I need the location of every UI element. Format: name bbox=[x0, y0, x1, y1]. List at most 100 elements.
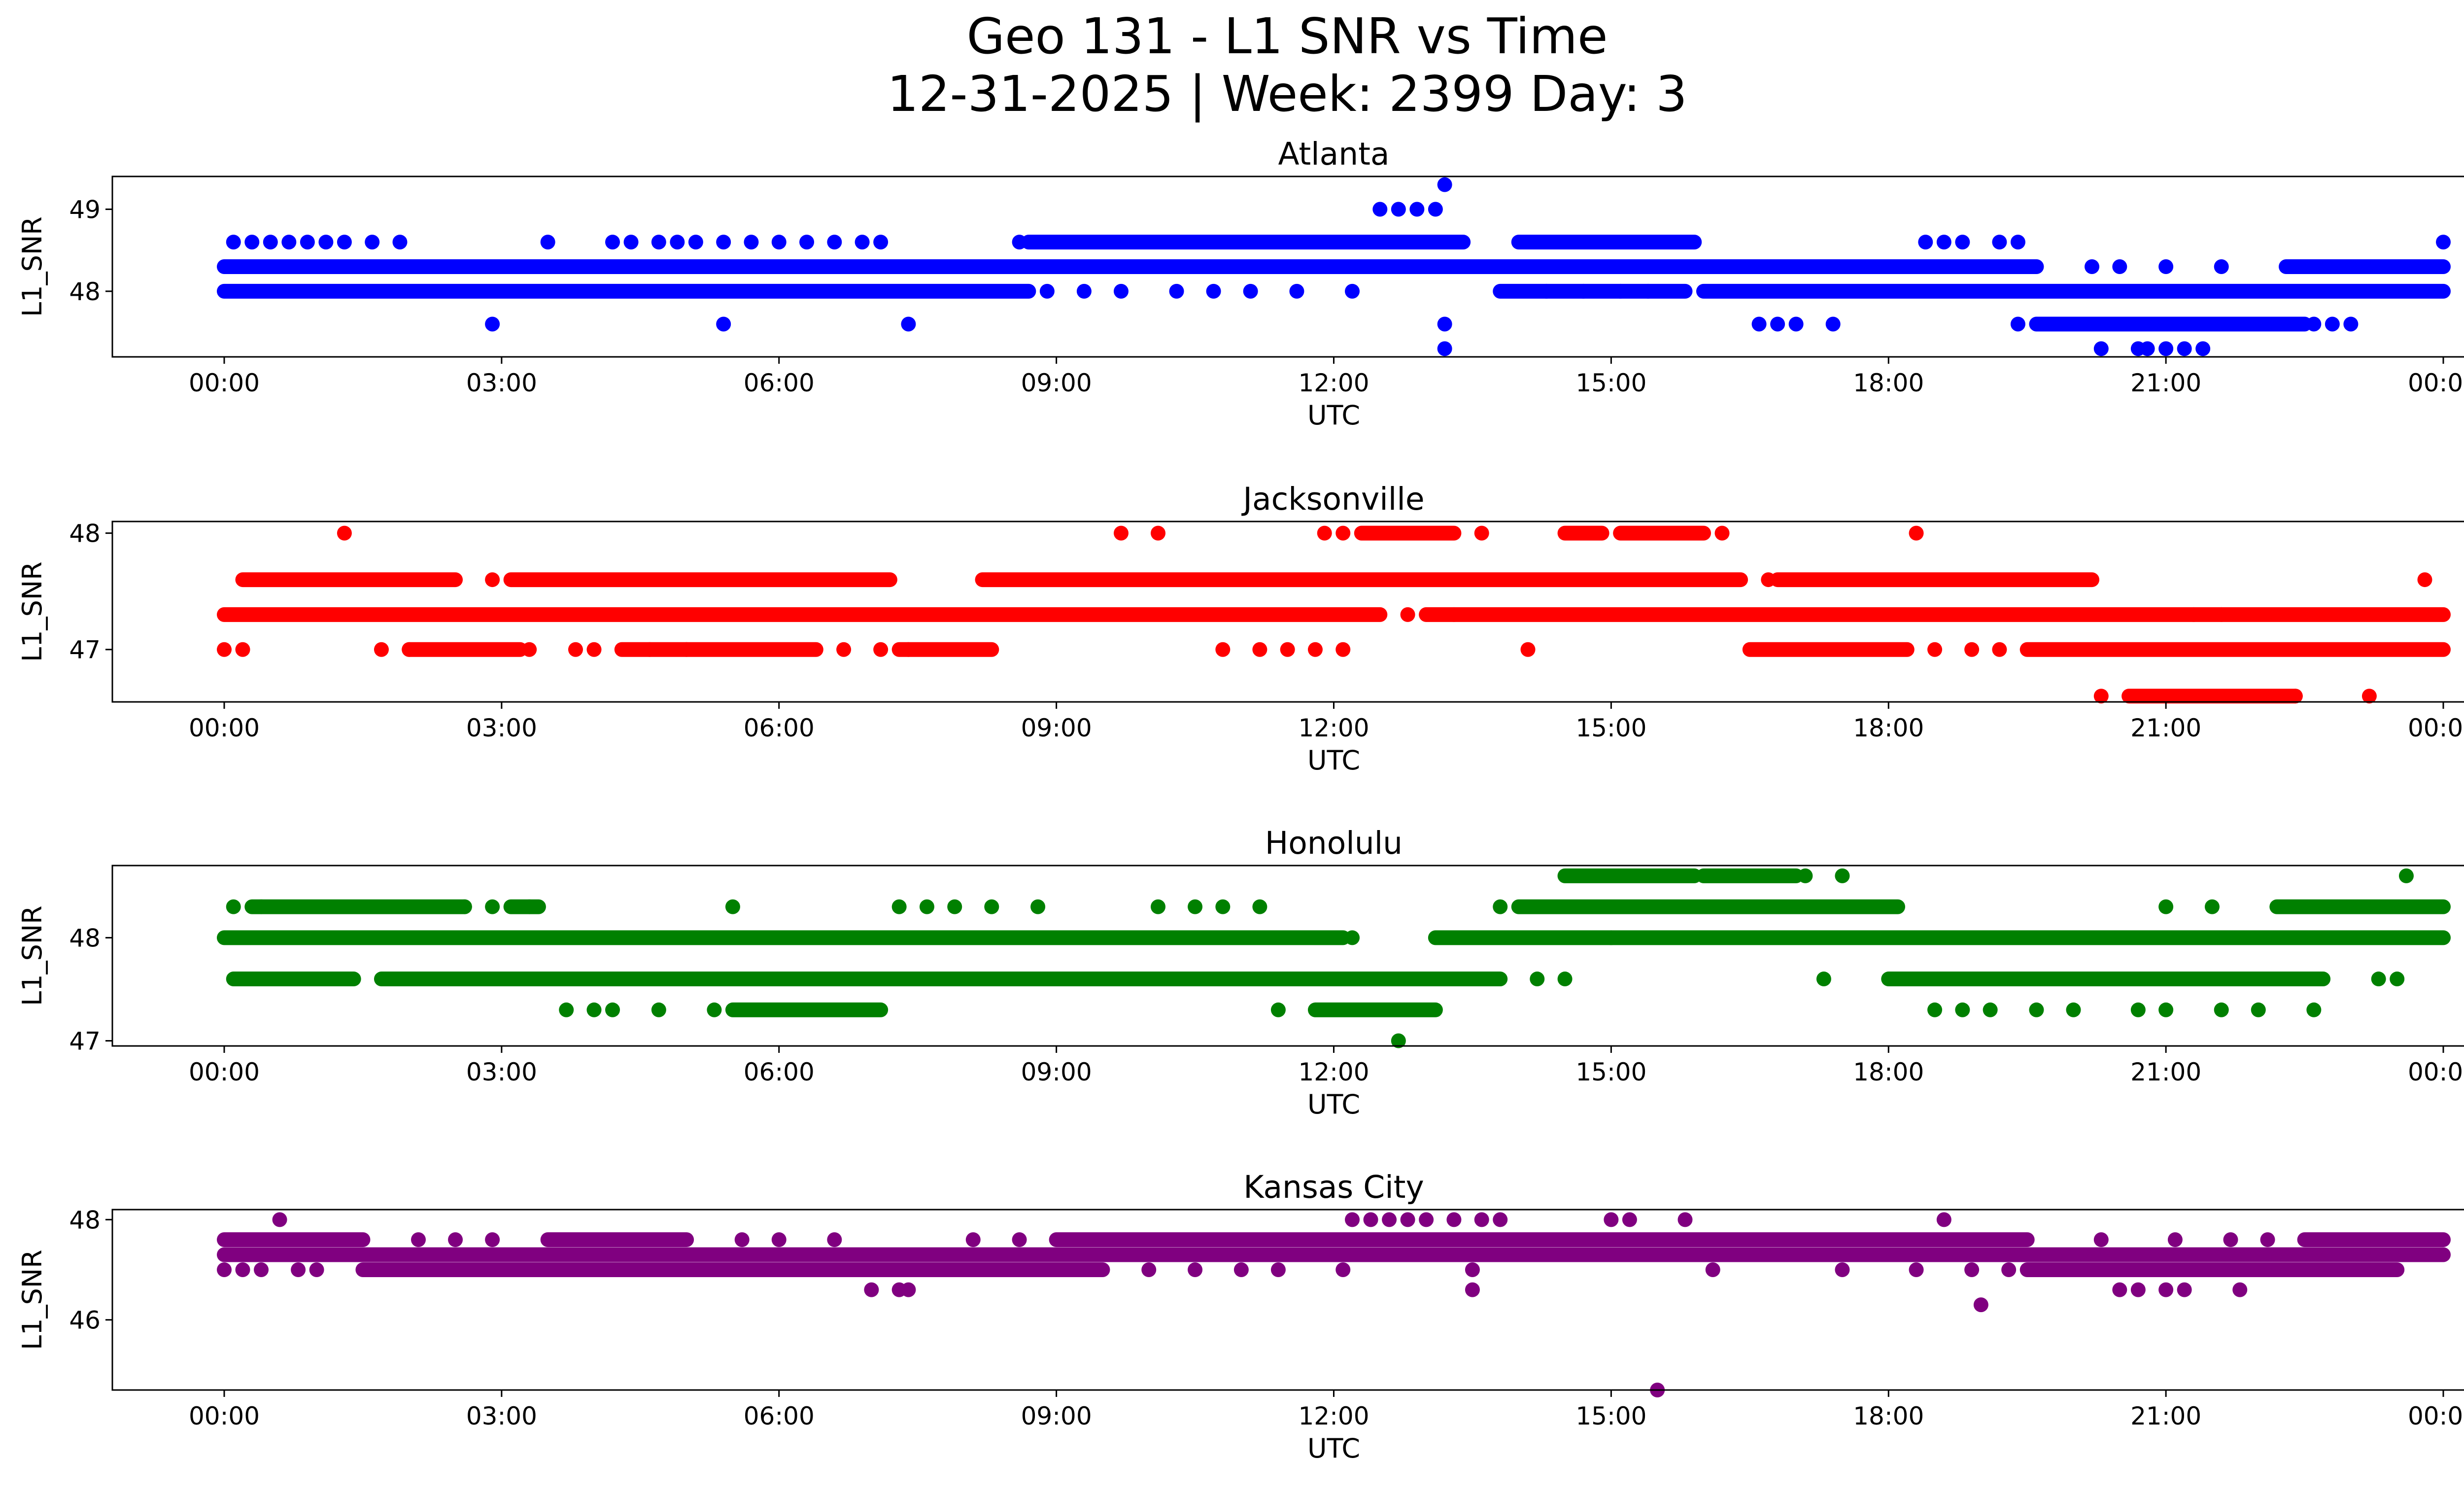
scatter-point bbox=[1493, 899, 1508, 914]
scatter-point bbox=[485, 1232, 500, 1247]
scatter-point bbox=[1280, 642, 1295, 657]
x-tick-label: 00:00 bbox=[2408, 714, 2464, 742]
x-tick-label: 00:00 bbox=[2408, 1058, 2464, 1086]
scatter-point bbox=[771, 235, 787, 250]
scatter-point bbox=[771, 1232, 787, 1247]
scatter-point bbox=[688, 235, 703, 250]
x-axis-label: UTC bbox=[1307, 1089, 1360, 1120]
y-axis-label: L1_SNR bbox=[17, 1250, 48, 1350]
scatter-point bbox=[217, 1262, 232, 1277]
scatter-point bbox=[1446, 607, 1462, 622]
scatter-point bbox=[402, 642, 417, 657]
scatter-point bbox=[1188, 899, 1203, 914]
scatter-point bbox=[1761, 572, 1776, 588]
scatter-point bbox=[1206, 283, 1221, 299]
scatter-point bbox=[328, 972, 343, 987]
scatter-point bbox=[1270, 1262, 1286, 1277]
scatter-point bbox=[1076, 283, 1092, 299]
scatter-point bbox=[2112, 1282, 2127, 1297]
scatter-point bbox=[485, 572, 500, 588]
scatter-point bbox=[586, 642, 602, 657]
scatter-point bbox=[2214, 259, 2229, 274]
x-tick-label: 06:00 bbox=[744, 369, 815, 397]
scatter-point bbox=[1604, 930, 1619, 945]
scatter-point bbox=[1677, 1212, 1693, 1227]
scatter-point bbox=[281, 972, 297, 987]
scatter-point bbox=[1474, 525, 1489, 541]
scatter-point bbox=[1641, 283, 1656, 299]
subplots: Atlanta 00:00 03:00 06:00 09:00 12:00 15:00 18:… bbox=[17, 136, 2464, 1464]
scatter-point bbox=[2158, 1282, 2174, 1297]
scatter-point bbox=[1983, 1002, 1998, 1017]
scatter-point bbox=[2214, 607, 2229, 622]
scatter-point bbox=[1345, 1212, 1360, 1227]
scatter-point bbox=[1955, 235, 1970, 250]
scatter-point bbox=[1233, 1262, 1249, 1277]
x-tick-label: 03:00 bbox=[466, 369, 537, 397]
subplot-title: Jacksonville bbox=[1241, 481, 1424, 517]
y-tick-label: 48 bbox=[69, 278, 101, 306]
scatter-point bbox=[1252, 899, 1267, 914]
scatter-point bbox=[836, 642, 852, 657]
x-tick-label: 00:00 bbox=[189, 1402, 260, 1430]
scatter-point bbox=[1437, 177, 1452, 192]
scatter-point bbox=[337, 235, 352, 250]
scatter-point bbox=[522, 899, 537, 914]
x-tick-label: 03:00 bbox=[466, 714, 537, 742]
scatter-point bbox=[2001, 1262, 2017, 1277]
scatter-point bbox=[2112, 259, 2127, 274]
x-tick-label: 03:00 bbox=[466, 1058, 537, 1086]
scatter-point bbox=[716, 316, 731, 332]
scatter-point bbox=[568, 642, 583, 657]
scatter-point bbox=[2029, 1002, 2044, 1017]
scatter-point bbox=[651, 235, 666, 250]
scatter-point bbox=[1151, 525, 1166, 541]
scatter-point bbox=[2066, 1002, 2081, 1017]
scatter-point bbox=[1382, 1212, 1397, 1227]
scatter-point bbox=[1446, 1212, 1462, 1227]
scatter-point bbox=[2186, 607, 2201, 622]
scatter-point bbox=[2398, 868, 2414, 883]
x-tick-label: 12:00 bbox=[1298, 714, 1369, 742]
scatter-series bbox=[217, 1212, 2451, 1397]
x-tick-label: 09:00 bbox=[1021, 714, 1092, 742]
scatter-point bbox=[1030, 899, 1046, 914]
scatter-point bbox=[2158, 1002, 2174, 1017]
scatter-point bbox=[2260, 1232, 2275, 1247]
scatter-point bbox=[1215, 899, 1231, 914]
scatter-point bbox=[337, 525, 352, 541]
scatter-point bbox=[2288, 689, 2303, 704]
scatter-point bbox=[300, 235, 315, 250]
scatter-point bbox=[1335, 642, 1351, 657]
scatter-point bbox=[1252, 642, 1267, 657]
scatter-point bbox=[744, 235, 759, 250]
scatter-point bbox=[2158, 341, 2174, 356]
scatter-point bbox=[291, 1262, 306, 1277]
x-tick-label: 21:00 bbox=[2130, 714, 2201, 742]
scatter-point bbox=[1409, 202, 1425, 217]
scatter-point bbox=[2417, 572, 2432, 588]
scatter-point bbox=[217, 642, 232, 657]
scatter-point bbox=[1788, 316, 1804, 332]
scatter-point bbox=[1169, 283, 1184, 299]
scatter-point bbox=[827, 1232, 842, 1247]
scatter-point bbox=[1141, 1262, 1157, 1277]
scatter-point bbox=[1188, 1262, 1203, 1277]
scatter-point bbox=[1039, 283, 1055, 299]
scatter-point bbox=[1770, 316, 1785, 332]
x-tick-label: 00:00 bbox=[189, 1058, 260, 1086]
scatter-point bbox=[1289, 283, 1304, 299]
scatter-point bbox=[365, 235, 380, 250]
scatter-point bbox=[2010, 235, 2025, 250]
scatter-point bbox=[254, 899, 269, 914]
x-tick-label: 12:00 bbox=[1298, 1402, 1369, 1430]
scatter-point bbox=[670, 235, 685, 250]
scatter-point bbox=[873, 642, 889, 657]
scatter-point bbox=[1705, 1262, 1720, 1277]
scatter-point bbox=[2390, 972, 2405, 987]
scatter-point bbox=[1622, 1212, 1637, 1227]
subplot-title: Kansas City bbox=[1243, 1169, 1424, 1205]
subplot-title: Atlanta bbox=[1278, 136, 1389, 172]
scatter-point bbox=[605, 1002, 620, 1017]
